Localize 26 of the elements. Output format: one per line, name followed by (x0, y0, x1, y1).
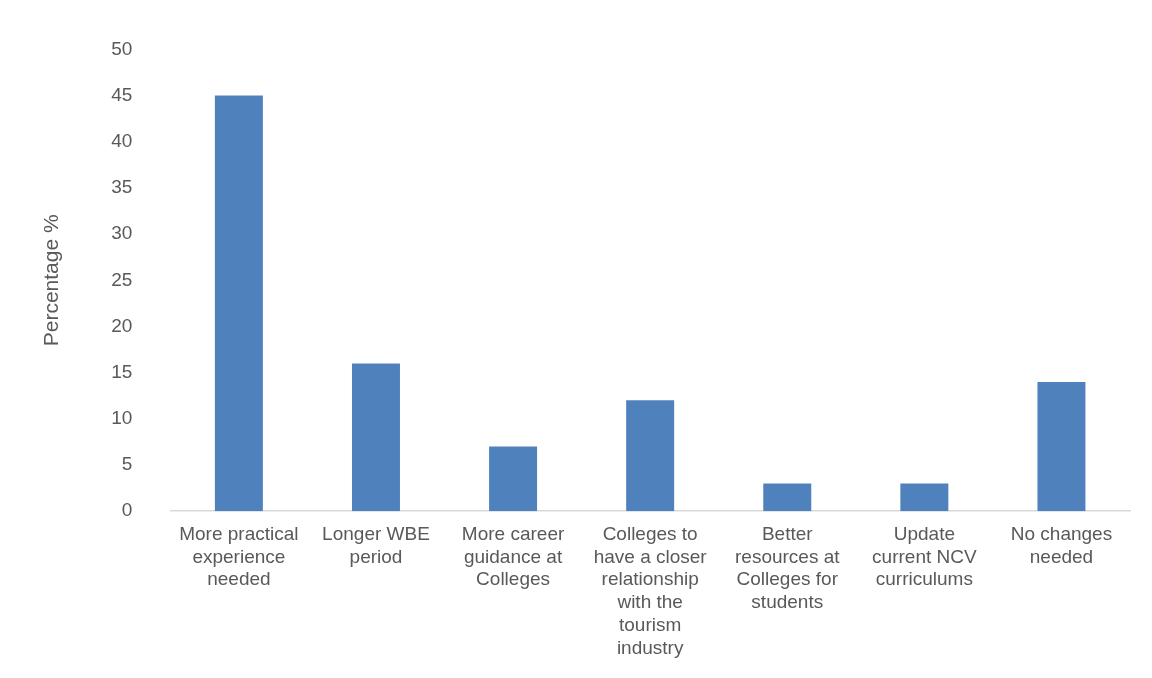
y-tick-label: 45 (111, 83, 133, 105)
x-tick-label: More practical experience needed (179, 522, 299, 590)
bar (489, 446, 538, 512)
y-tick-label: 15 (111, 360, 133, 382)
x-tick-label: Better resources at Colleges for students (734, 522, 841, 613)
bar (626, 400, 675, 512)
y-tick-label: 40 (111, 129, 133, 151)
bar (1037, 381, 1086, 512)
x-tick-label: Longer WBE period (322, 522, 430, 567)
y-tick-label: 10 (111, 407, 133, 429)
x-tick-label: More career guidance at Colleges (461, 522, 565, 590)
y-axis-title: Percentage % (39, 214, 63, 347)
y-tick-label: 30 (111, 222, 133, 244)
bar (900, 483, 949, 512)
y-tick-label: 35 (111, 176, 133, 198)
x-tick-label: Colleges to have a closer relationship with the tourism industry (593, 522, 708, 658)
y-tick-label: 25 (111, 268, 133, 290)
y-tick-label: 5 (121, 453, 133, 475)
y-tick-label: 0 (121, 499, 133, 521)
y-tick-label: 20 (111, 314, 133, 336)
x-tick-label: Update current NCV curriculums (872, 522, 977, 590)
y-tick-label: 50 (111, 37, 133, 59)
bar (351, 363, 400, 512)
bar (763, 483, 812, 512)
x-tick-label: No changes needed (1010, 522, 1113, 567)
bar (214, 95, 263, 512)
